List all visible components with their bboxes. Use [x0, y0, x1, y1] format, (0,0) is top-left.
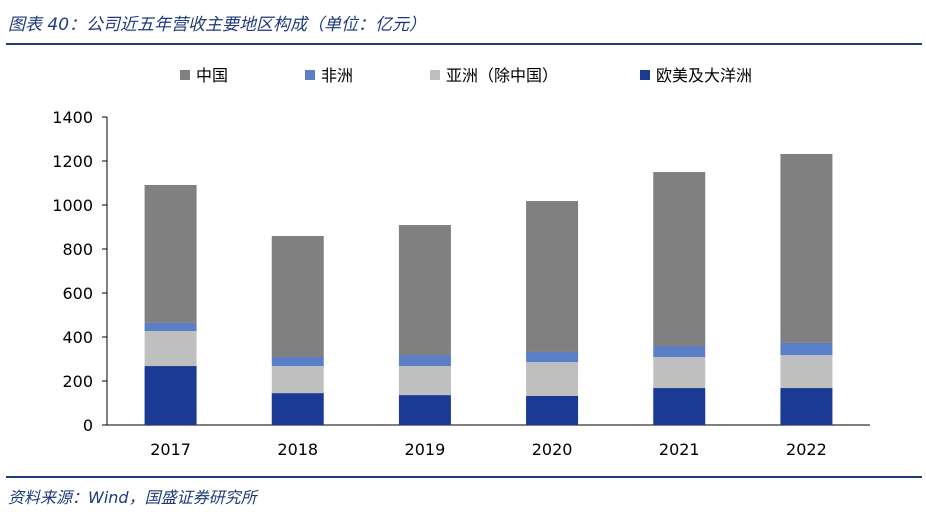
bar-segment — [526, 395, 579, 425]
bar-segment — [653, 388, 706, 425]
bar-segment — [653, 357, 706, 389]
source-note: 资料来源：Wind，国盛证券研究所 — [8, 488, 257, 507]
x-tick-label: 2022 — [786, 440, 827, 459]
legend-label: 非洲 — [321, 66, 353, 85]
bar-segment — [144, 331, 197, 367]
bar-segment — [526, 201, 579, 352]
bar-segment — [144, 184, 197, 323]
legend-swatch — [430, 70, 440, 80]
x-tick-label: 2021 — [659, 440, 700, 459]
bar-segment — [398, 225, 451, 356]
y-tick-label: 800 — [62, 240, 93, 259]
chart-title: 图表 40：公司近五年营收主要地区构成（单位：亿元） — [8, 15, 427, 35]
bar-segment — [398, 366, 451, 396]
bar-segment — [780, 388, 833, 425]
bar-segment — [398, 395, 451, 425]
y-tick-label: 1200 — [52, 152, 93, 171]
legend-swatch — [640, 70, 650, 80]
legend-label: 欧美及大洋洲 — [656, 66, 752, 85]
legend-label: 中国 — [196, 66, 228, 85]
y-tick-label: 400 — [62, 328, 93, 347]
bar-segment — [144, 366, 197, 425]
y-tick-label: 0 — [83, 416, 93, 435]
bar-segment — [398, 355, 451, 367]
bar-segment — [144, 322, 197, 332]
source-divider — [6, 476, 922, 478]
x-tick-label: 2020 — [532, 440, 573, 459]
bar-segment — [653, 172, 706, 347]
y-tick-label: 1000 — [52, 196, 93, 215]
stacked-bar-chart: 0 200 400 600 800 1000 1200 1400 2017 2018 2019 202… — [52, 66, 870, 459]
y-tick-label: 1400 — [52, 108, 93, 127]
x-tick-label: 2017 — [150, 440, 191, 459]
bar-segment — [653, 346, 706, 358]
bar-segment — [271, 393, 324, 425]
x-tick-label: 2019 — [405, 440, 446, 459]
bar-segment — [780, 153, 833, 343]
bar-segment — [271, 366, 324, 394]
bar-segment — [271, 357, 324, 367]
legend-label: 亚洲（除中国） — [446, 66, 558, 85]
bar-segment — [526, 351, 579, 363]
legend-swatch — [305, 70, 315, 80]
bar-segment — [780, 342, 833, 356]
bar-segment — [271, 236, 324, 358]
bar-segment — [526, 362, 579, 396]
legend-swatch — [180, 70, 190, 80]
y-tick-label: 600 — [62, 284, 93, 303]
x-tick-label: 2018 — [277, 440, 318, 459]
title-divider — [6, 43, 922, 45]
y-tick-label: 200 — [62, 372, 93, 391]
bar-segment — [780, 355, 833, 389]
